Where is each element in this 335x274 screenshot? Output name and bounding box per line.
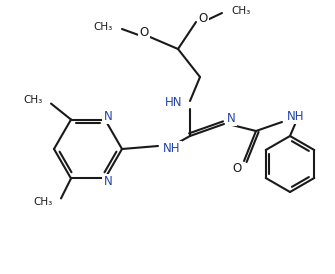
Text: NH: NH: [163, 142, 181, 156]
Text: NH: NH: [287, 110, 305, 122]
Text: O: O: [139, 27, 149, 39]
Text: HN: HN: [165, 96, 183, 110]
Text: N: N: [226, 112, 236, 124]
Text: N: N: [104, 110, 112, 123]
Text: CH₃: CH₃: [24, 95, 43, 105]
Text: O: O: [198, 12, 208, 24]
Text: O: O: [232, 161, 242, 175]
Text: CH₃: CH₃: [34, 198, 53, 207]
Text: N: N: [104, 175, 112, 188]
Text: CH₃: CH₃: [231, 6, 250, 16]
Text: CH₃: CH₃: [94, 22, 113, 32]
